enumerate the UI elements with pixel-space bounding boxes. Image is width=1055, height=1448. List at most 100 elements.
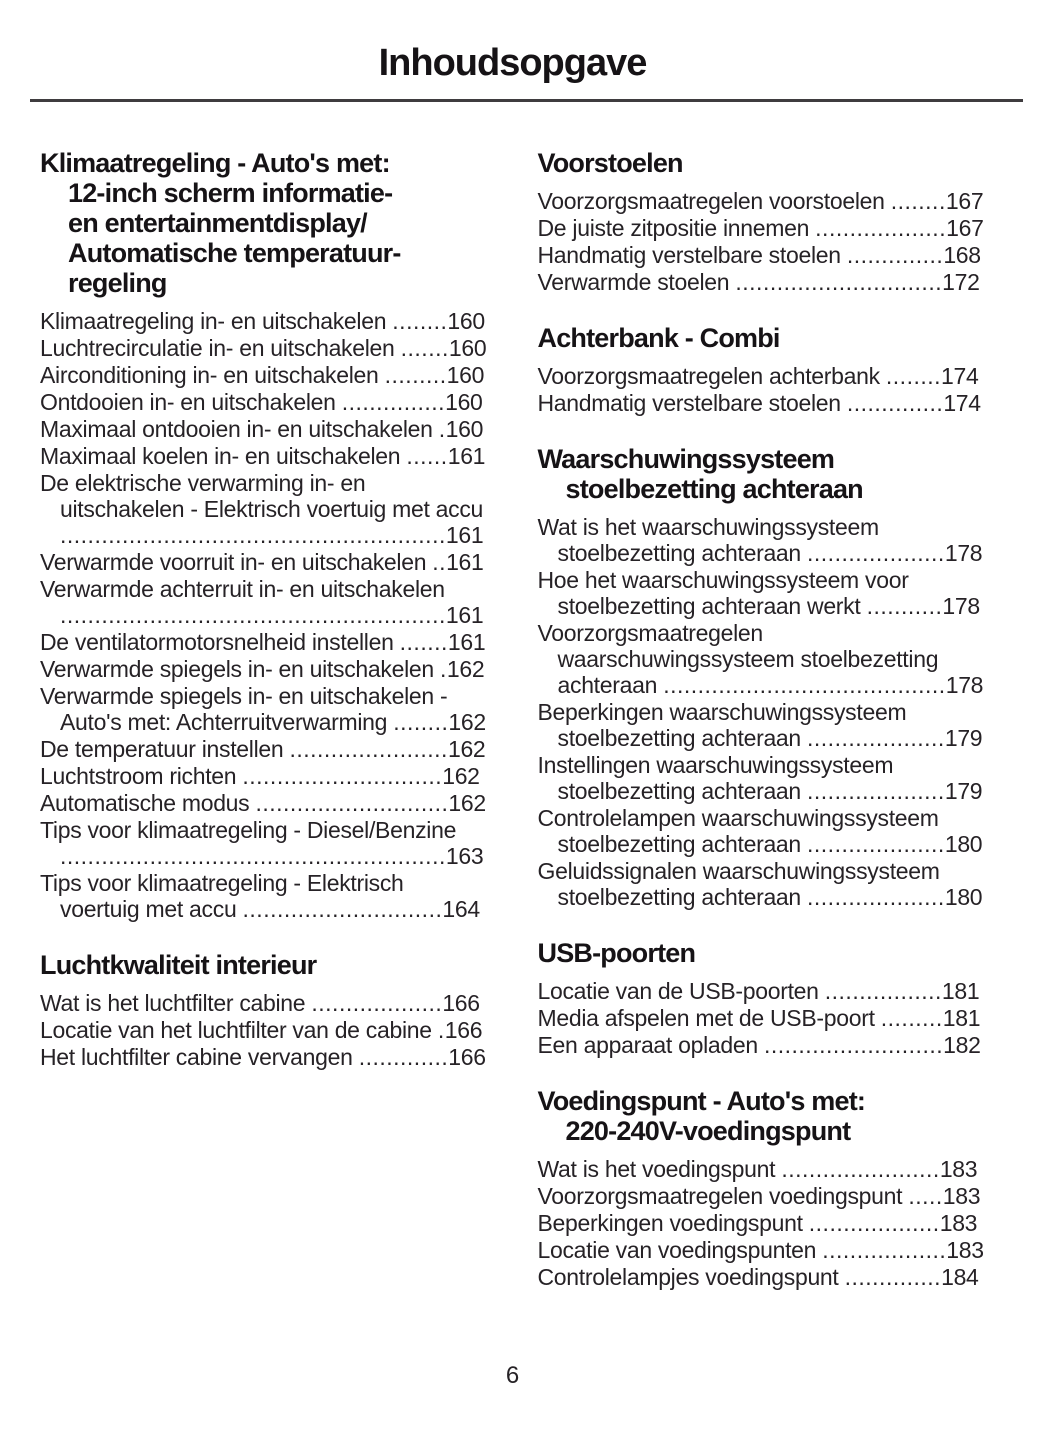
toc-entry: Voorzorgsmaatregelen achterbank ........… [538,363,986,389]
toc-section: Voedingspunt - Auto's met: 220-240V-voed… [538,1086,986,1290]
toc-entry: Locatie van voedingspunten .............… [538,1237,986,1263]
entry-label: Luchtstroom richten [40,763,237,789]
entry-label: Controlelampjes voedingspunt [537,1264,839,1290]
entry-label: Verwarmde achterruit in- en uitschakelen [40,576,445,602]
dot-leader: ..... [908,1183,943,1209]
dot-leader: ........ [885,363,942,389]
toc-entry: Wat is het voedingspunt ................… [538,1156,986,1182]
dot-leader: ....... [399,629,448,655]
toc-entry: Handmatig verstelbare stoelen ..........… [538,390,986,416]
entry-page-number: 162 [448,709,486,735]
entry-page-number: 160 [446,362,485,388]
dot-leader: ........ [890,188,946,214]
entry-label: Hoe het waarschuwingssysteem voor stoelb… [537,567,909,619]
section-title: Luchtkwaliteit interieur [40,950,317,980]
toc-column-left: Klimaatregeling - Auto's met: 12-inch sc… [40,148,488,1291]
dot-leader: ........... [866,593,943,619]
dot-leader: .................... [807,725,945,751]
toc-entry: De elektrische verwarming in- en uitscha… [40,470,488,548]
entry-label: Tips voor klimaatregeling - Elektrisch v… [40,870,404,922]
toc-entry: Luchtstroom richten ....................… [40,763,488,789]
dot-leader: .................... [807,778,945,804]
entry-label: Maximaal koelen in- en uitschakelen [40,443,401,469]
entry-page-number: 172 [942,269,980,295]
toc-section: USB-poorten Locatie van de USB-poorten ..… [538,938,986,1058]
entry-label: De ventilatormotorsnelheid instellen [40,629,394,655]
entry-label: Wat is het luchtfilter cabine [40,990,306,1016]
toc-entry: Maximaal ontdooien in- en uitschakelen .… [40,416,488,442]
toc-section: Achterbank - Combi Voorzorgsmaatregelen a… [538,323,986,416]
dot-leader: .................. [822,1237,947,1263]
toc-section: Klimaatregeling - Auto's met: 12-inch sc… [40,148,488,922]
dot-leader: ................... [311,990,443,1016]
entry-page-number: 180 [944,884,983,910]
toc-entry: Geluidssignalen waarschuwingssysteem sto… [538,858,986,910]
entry-page-number: 160 [447,308,485,334]
dot-leader: ........................................… [60,522,446,548]
entry-label: Voorzorgsmaatregelen voedingspunt [537,1183,903,1209]
entry-page-number: 160 [445,416,484,442]
dot-leader: ......... [384,362,447,388]
entry-page-number: 166 [444,1017,483,1043]
toc-entry: Beperkingen voedingspunt ...............… [538,1210,986,1236]
entry-page-number: 167 [945,188,984,214]
entry-label: Wat is het waarschuwingssysteem stoelbez… [537,514,880,566]
entry-label: Media afspelen met de USB-poort [537,1005,875,1031]
entry-page-number: 162 [446,656,485,682]
page-number: 6 [505,1362,520,1389]
entry-page-number: 160 [448,335,487,361]
entry-label: Airconditioning in- en uitschakelen [40,362,379,388]
entry-page-number: 161 [447,443,486,469]
entry-label: Maximaal ontdooien in- en uitschakelen [40,416,433,442]
entry-page-number: 181 [942,1005,981,1031]
toc-entry: De ventilatormotorsnelheid instellen ...… [40,629,488,655]
entry-page-number: 162 [448,790,486,816]
entry-label: Voorzorgsmaatregelen voorstoelen [537,188,885,214]
dot-leader: ...... [406,443,448,469]
dot-leader: ............... [341,389,446,415]
entry-label: De temperatuur instellen [40,736,284,762]
toc-entry: Automatische modus .....................… [40,790,488,816]
dot-leader: ............. [358,1044,449,1070]
dot-leader: . [439,656,447,682]
entry-page-number: 179 [944,778,983,804]
dot-leader: ........................................… [60,843,446,869]
toc-entry: Een apparaat opladen ...................… [538,1032,986,1058]
dot-leader: ........................................… [60,602,446,628]
entry-label: Voorzorgsmaatregelen waarschuwingssystee… [537,620,939,698]
dot-leader: ................. [824,978,942,1004]
entry-page-number: 161 [447,629,486,655]
toc-entry: Voorzorgsmaatregelen voorstoelen .......… [538,188,986,214]
entry-label: Het luchtfilter cabine vervangen [40,1044,353,1070]
entry-page-number: 181 [941,978,980,1004]
entry-label: Locatie van voedingspunten [537,1237,817,1263]
toc-columns: Klimaatregeling - Auto's met: 12-inch sc… [40,148,985,1291]
toc-entry: Verwarmde spiegels in- en uitschakelen -… [40,683,488,735]
toc-entry: Voorzorgsmaatregelen voedingspunt .....1… [538,1183,986,1209]
toc-column-right: Voorstoelen Voorzorgsmaatregelen voorstoe… [538,148,986,1291]
entry-page-number: 161 [446,549,484,575]
entry-page-number: 183 [939,1210,978,1236]
entry-label: Verwarmde voorruit in- en uitschakelen [40,549,427,575]
toc-entry: Verwarmde achterruit in- en uitschakelen… [40,576,488,628]
toc-entry: De juiste zitpositie innemen ...........… [538,215,986,241]
entry-label: Tips voor klimaatregeling - Diesel/Benzi… [40,817,457,843]
entry-label: Verwarmde stoelen [537,269,730,295]
toc-entry: De temperatuur instellen ...............… [40,736,488,762]
toc-entry: Tips voor klimaatregeling - Elektrisch v… [40,870,488,922]
entry-page-number: 164 [442,896,480,922]
entry-page-number: 174 [943,390,981,416]
toc-section: Voorstoelen Voorzorgsmaatregelen voorstoe… [538,148,986,295]
entry-label: Luchtrecirculatie in- en uitschakelen [40,335,395,361]
entry-page-number: 180 [944,831,983,857]
entry-label: Klimaatregeling in- en uitschakelen [40,308,387,334]
entry-label: Automatische modus [40,790,250,816]
entry-page-number: 162 [442,763,480,789]
section-title: Achterbank - Combi [537,323,781,353]
entry-label: Een apparaat opladen [537,1032,759,1058]
toc-entry: Voorzorgsmaatregelen waarschuwingssystee… [538,620,986,698]
dot-leader: .. [432,549,447,575]
entry-page-number: 183 [942,1183,981,1209]
toc-entry: Klimaatregeling in- en uitschakelen ....… [40,308,488,334]
